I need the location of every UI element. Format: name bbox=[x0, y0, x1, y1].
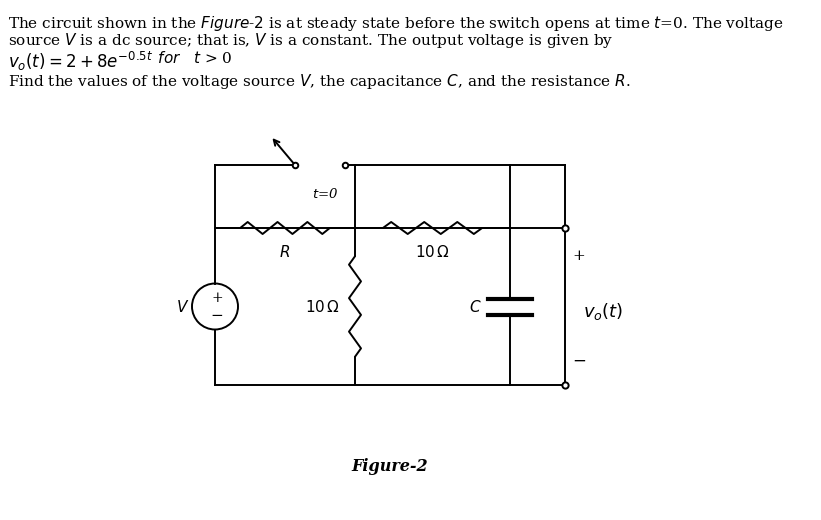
Text: +: + bbox=[211, 291, 222, 305]
Text: +: + bbox=[572, 249, 585, 263]
Text: $\it{for}$   $\it{t}$ > 0: $\it{for}$ $\it{t}$ > 0 bbox=[148, 50, 232, 66]
Text: −: − bbox=[211, 308, 223, 322]
Text: $C$: $C$ bbox=[469, 298, 481, 315]
Text: $v_o(t)$: $v_o(t)$ bbox=[583, 301, 623, 322]
Text: $10\,\Omega$: $10\,\Omega$ bbox=[415, 244, 450, 260]
Text: $10\,\Omega$: $10\,\Omega$ bbox=[305, 298, 341, 315]
Text: $v_o(t) = 2 + 8e^{-0.5t}$: $v_o(t) = 2 + 8e^{-0.5t}$ bbox=[8, 50, 154, 73]
Text: source $\it{V}$ is a dc source; that is, $\it{V}$ is a constant. The output volt: source $\it{V}$ is a dc source; that is,… bbox=[8, 31, 613, 50]
Text: The circuit shown in the $\it{Figure}$-$\it{2}$ is at steady state before the sw: The circuit shown in the $\it{Figure}$-$… bbox=[8, 14, 784, 33]
Text: −: − bbox=[572, 353, 586, 370]
Text: $t$=0: $t$=0 bbox=[312, 187, 338, 201]
Text: Find the values of the voltage source $\it{V}$, the capacitance $\it{C}$, and th: Find the values of the voltage source $\… bbox=[8, 72, 631, 91]
Text: $V$: $V$ bbox=[177, 298, 190, 315]
Text: Figure-2: Figure-2 bbox=[351, 458, 429, 475]
Text: $R$: $R$ bbox=[279, 244, 291, 260]
